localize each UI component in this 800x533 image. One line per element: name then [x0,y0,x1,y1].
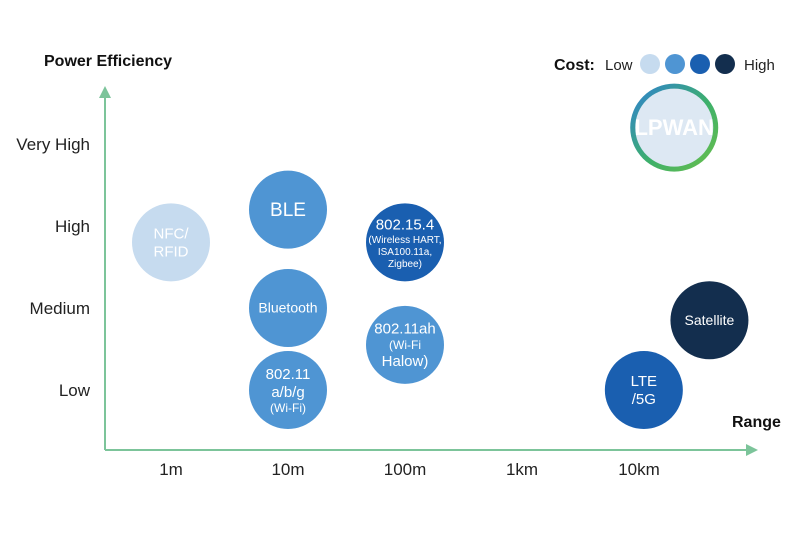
legend-swatch [715,54,735,74]
bubble-label: LTE [631,373,657,390]
bubble-label: 802.11 [266,366,311,383]
bubble-label: RFID [154,243,189,260]
bubble: 802.11a/b/g(Wi-Fi) [249,351,327,429]
bubble-label: Satellite [685,312,735,328]
y-tick-label: Medium [30,299,90,318]
bubble: Bluetooth [249,269,327,347]
bubble-label: (Wi-Fi) [270,401,306,415]
legend-swatch [640,54,660,74]
x-tick-label: 10m [271,460,304,479]
bubble-circle [604,351,683,429]
bubble-label: a/b/g [271,384,304,401]
bubble: NFC/RFID [132,203,210,282]
bubble: Satellite [670,281,749,360]
x-axis-arrow [746,444,758,456]
bubble-label: Zigbee) [388,259,422,270]
legend-swatch [690,54,710,74]
y-axis-arrow [99,86,111,98]
bubble-label: Halow) [382,353,429,370]
bubble-circle [366,305,444,384]
bubble-label: NFC/ [154,225,190,242]
legend-title: Cost: [554,57,595,74]
y-axis-title: Power Efficiency [44,53,172,70]
bubble-label: (Wireless HART, [368,235,441,246]
bubble-label: LPWAN [634,115,713,140]
bubble: LPWAN [630,83,719,172]
legend: Cost: Low High [554,54,775,74]
bubble-label: BLE [270,200,306,221]
bubble-circle [366,203,444,282]
bubble-circle [635,88,714,167]
bubble-label: 802.11ah [374,321,435,338]
bubble-circle [249,170,327,249]
y-tick-label: High [55,217,90,236]
y-tick-label: Low [59,381,91,400]
x-tick-label: 1m [159,460,183,479]
bubble-circle [670,281,749,360]
x-tick-label: 1km [506,460,538,479]
bubble-label: (Wi-Fi [389,338,421,352]
bubble-circle [132,203,210,282]
x-tick-label: 100m [384,460,427,479]
bubble: LTE/5G [604,351,683,429]
bubble-label: /5G [632,391,656,408]
bubble-label: ISA100.11a, [378,247,432,258]
x-tick-label: 10km [618,460,660,479]
bubble-circle [249,351,327,429]
bubble: 802.15.4 (Wireless HART,ISA100.11a,Zigbee… [366,203,444,282]
bubble-label: 802.15.4 [376,216,434,233]
legend-high-label: High [744,57,775,74]
bubble: BLE [249,170,327,249]
x-axis-title: Range [732,414,781,431]
legend-low-label: Low [605,57,633,74]
legend-swatch [665,54,685,74]
y-tick-label: Very High [16,135,90,154]
bubble-circle [249,269,327,347]
bubble-label: Bluetooth [258,300,317,316]
